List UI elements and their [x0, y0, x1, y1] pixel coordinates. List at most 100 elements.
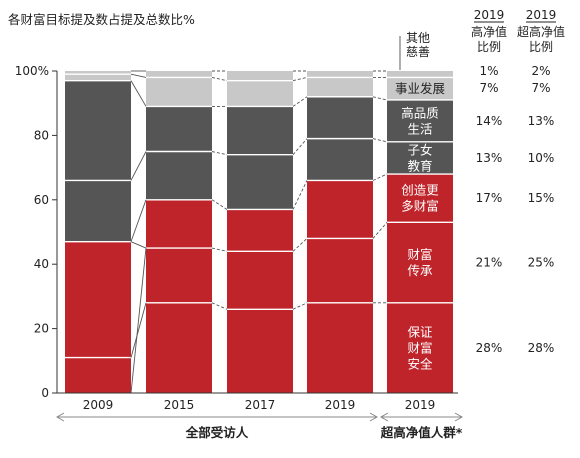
- table-header-label: 超高净值: [517, 24, 565, 39]
- bar-connector: [130, 73, 147, 78]
- bar-segment-children: [307, 138, 373, 181]
- group-bracket-arrow: [379, 412, 389, 422]
- segment-label-safety: 保证: [407, 324, 433, 339]
- bar-segment-other: [307, 71, 373, 78]
- bar-segment-children: [227, 154, 293, 210]
- table-cell: 13%: [528, 114, 555, 128]
- table-cell: 25%: [528, 256, 555, 270]
- bar-segment-safety: [65, 357, 131, 393]
- table-cell: 15%: [528, 191, 555, 205]
- bar-segment-inherit: [307, 238, 373, 303]
- bar-segment-children: [146, 151, 212, 200]
- bar-connector: [211, 247, 228, 252]
- bar-connector: [372, 138, 388, 143]
- bar-connector: [292, 77, 308, 82]
- segment-label-create: 多财富: [401, 199, 439, 214]
- y-tick-label: 20: [34, 322, 49, 336]
- table-cell: 2%: [531, 64, 550, 78]
- segment-label-quality: 高品质: [401, 105, 439, 120]
- x-tick-label: 2009: [83, 398, 114, 412]
- group-bracket-arrow: [454, 412, 464, 422]
- bar-connector: [130, 199, 147, 242]
- bar-segment-safety: [227, 309, 293, 393]
- group-label: 超高净值人群*: [380, 425, 463, 440]
- group-bracket-arrow: [55, 412, 65, 422]
- bar-segment-quality: [227, 106, 293, 155]
- bar-segment-inherit: [65, 241, 131, 358]
- bar-segment-create: [227, 209, 293, 252]
- bar-segment-career: [387, 77, 453, 100]
- y-tick-label: 60: [34, 193, 49, 207]
- y-tick-label: 0: [41, 386, 49, 400]
- table-cell: 28%: [528, 341, 555, 355]
- y-tick-label: 80: [34, 128, 49, 142]
- bars-layer: [65, 71, 453, 393]
- bar-segment-quality: [387, 99, 453, 142]
- bar-segment-quality: [146, 106, 212, 152]
- bar-segment-inherit: [146, 248, 212, 303]
- bar-connector: [211, 77, 228, 82]
- bar-connector: [292, 238, 308, 252]
- table-header-year: 2019: [526, 8, 557, 22]
- segment-label-other: 其他: [406, 31, 430, 45]
- bar-connector: [211, 199, 228, 210]
- table-header-year: 2019: [474, 8, 505, 22]
- bar-connector: [130, 151, 147, 181]
- table-header-label: 比例: [477, 40, 501, 54]
- bar-segment-safety: [146, 302, 212, 393]
- table-cell: 1%: [479, 64, 498, 78]
- bar-segment-other: [146, 71, 212, 78]
- table-cell: 17%: [476, 191, 503, 205]
- bar-connector: [130, 248, 147, 394]
- bar-connector: [372, 222, 388, 239]
- table-cell: 14%: [476, 114, 503, 128]
- bar-segment-create: [307, 180, 373, 239]
- group-bracket-arrow: [369, 412, 379, 422]
- bar-segment-create: [387, 174, 453, 223]
- bar-segment-career: [227, 80, 293, 107]
- bar-connector: [211, 302, 228, 310]
- table-cell: 13%: [476, 151, 503, 165]
- y-tick-label: 40: [34, 257, 49, 271]
- bar-segment-career: [146, 77, 212, 107]
- bar-connector: [211, 151, 228, 156]
- bar-segment-children: [387, 141, 453, 175]
- table-cell: 28%: [476, 341, 503, 355]
- segment-label-career: 事业发展: [395, 81, 445, 96]
- bar-segment-other: [387, 71, 453, 78]
- x-tick-label: 2017: [245, 398, 276, 412]
- table-cell: 21%: [476, 256, 503, 270]
- segment-label-children: 教育: [407, 158, 432, 173]
- bar-segment-quality: [307, 96, 373, 139]
- bar-segment-career: [65, 74, 131, 81]
- segment-label-safety: 安全: [407, 356, 433, 371]
- segment-label-other: 慈善: [406, 44, 430, 59]
- connectors-layer: [130, 70, 388, 394]
- bar-connector: [292, 138, 308, 156]
- bar-connector: [372, 96, 388, 101]
- bar-connector: [292, 180, 308, 210]
- bar-segment-create: [146, 199, 212, 249]
- segment-label-children: 子女: [407, 142, 432, 157]
- x-tick-label: 2019: [405, 398, 436, 412]
- table-header-label: 高净值: [471, 24, 507, 39]
- bar-connector: [292, 302, 308, 310]
- y-tick-label: 100%: [15, 64, 49, 78]
- segment-label-create: 创造更: [401, 183, 439, 198]
- segment-label-quality: 生活: [407, 121, 432, 136]
- bar-segment-other: [65, 71, 131, 75]
- bar-segment-career: [307, 77, 373, 97]
- bar-connector: [130, 302, 147, 358]
- x-tick-label: 2015: [164, 398, 195, 412]
- table-cell: 7%: [531, 81, 550, 95]
- table-header-label: 比例: [529, 40, 553, 54]
- chart-title: 各财富目标提及数占提及总数比%: [8, 12, 195, 27]
- table-cell: 10%: [528, 151, 555, 165]
- segment-label-inherit: 财富: [407, 247, 432, 262]
- bar-segment-quality: [65, 80, 131, 181]
- bar-segment-other: [227, 71, 293, 81]
- table-cell: 7%: [479, 81, 498, 95]
